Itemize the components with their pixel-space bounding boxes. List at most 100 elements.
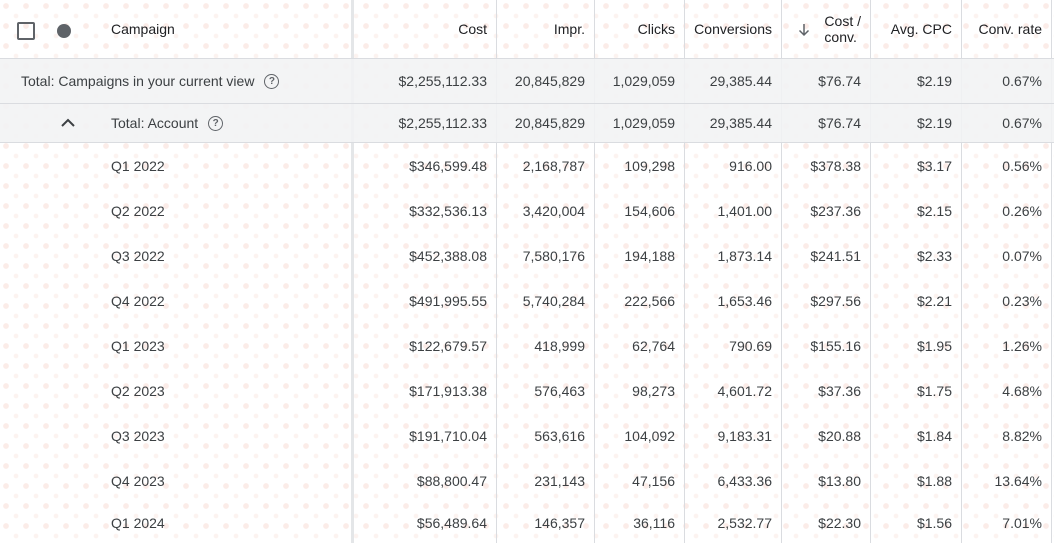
avg-cpc-cell: $2.21 xyxy=(916,292,952,309)
total-account-cost: $2,255,112.33 xyxy=(398,115,488,131)
cost-per-conv-line1: Cost / xyxy=(824,13,861,29)
campaign-name[interactable]: Q1 2024 xyxy=(111,515,165,531)
conv-rate-cell: 7.01% xyxy=(1002,515,1042,531)
clicks-cell: 109,298 xyxy=(624,157,675,174)
total-view-impr: 20,845,829 xyxy=(514,73,585,89)
total-row-account: Total: Account ? $2,255,112.33 20,845,82… xyxy=(0,104,1054,143)
clicks-cell: 62,764 xyxy=(632,337,675,354)
conversions-cell: 9,183.31 xyxy=(717,427,773,444)
avg-cpc-cell: $1.88 xyxy=(916,472,952,489)
avg-cpc-cell: $2.33 xyxy=(916,247,952,264)
table-row[interactable]: Q3 2022 $452,388.08 7,580,176 194,188 1,… xyxy=(0,233,1054,278)
table-row[interactable]: Q4 2022 $491,995.55 5,740,284 222,566 1,… xyxy=(0,278,1054,323)
conv-rate-cell: 4.68% xyxy=(1002,382,1042,399)
arrow-down-icon[interactable] xyxy=(797,23,811,37)
conv-rate-cell: 1.26% xyxy=(1002,337,1042,354)
campaign-name[interactable]: Q4 2023 xyxy=(111,472,165,489)
cost-per-conv-cell: $20.88 xyxy=(818,427,861,444)
avg-cpc-cell: $1.84 xyxy=(916,427,952,444)
cost-per-conv-cell: $378.38 xyxy=(810,157,861,174)
conversions-cell: 1,653.46 xyxy=(717,292,773,309)
total-view-cost-per-conv: $76.74 xyxy=(818,73,861,89)
impr-cell: 418,999 xyxy=(534,337,585,354)
cost-per-conv-line2: conv. xyxy=(824,29,857,45)
table-row[interactable]: Q2 2023 $171,913.38 576,463 98,273 4,601… xyxy=(0,368,1054,413)
clicks-cell: 194,188 xyxy=(624,247,675,264)
campaign-name[interactable]: Q3 2023 xyxy=(111,427,165,444)
table-row[interactable]: Q3 2023 $191,710.04 563,616 104,092 9,18… xyxy=(0,413,1054,458)
conversions-cell: 1,873.14 xyxy=(717,247,773,264)
conversions-cell: 916.00 xyxy=(729,157,772,174)
cost-per-conv-cell: $22.30 xyxy=(818,515,861,531)
clicks-cell: 47,156 xyxy=(632,472,675,489)
column-header-clicks[interactable]: Clicks xyxy=(637,21,675,37)
total-account-label-cell: Total: Account ? xyxy=(111,104,351,142)
conv-rate-cell: 8.82% xyxy=(1002,427,1042,444)
cost-per-conv-cell: $155.16 xyxy=(810,337,861,354)
help-circle-icon[interactable]: ? xyxy=(208,115,224,131)
column-divider xyxy=(961,0,962,543)
impr-cell: 563,616 xyxy=(534,427,585,444)
cost-cell: $452,388.08 xyxy=(409,247,487,264)
total-row-current-view: Total: Campaigns in your current view ? … xyxy=(0,59,1054,104)
total-view-cost: $2,255,112.33 xyxy=(398,73,488,89)
avg-cpc-cell: $1.95 xyxy=(916,337,952,354)
campaign-name[interactable]: Q3 2022 xyxy=(111,247,165,264)
table-row[interactable]: Q1 2024 $56,489.64 146,357 36,116 2,532.… xyxy=(0,503,1054,543)
help-circle-icon[interactable]: ? xyxy=(264,73,280,89)
total-account-impr: 20,845,829 xyxy=(514,115,585,131)
status-dot-icon[interactable] xyxy=(57,24,71,38)
chevron-up-icon[interactable] xyxy=(60,115,76,131)
impr-cell: 2,168,787 xyxy=(522,157,585,174)
cost-per-conv-cell: $241.51 xyxy=(810,247,861,264)
total-account-label: Total: Account xyxy=(111,115,199,131)
total-view-label: Total: Campaigns in your current view xyxy=(21,73,255,89)
cost-cell: $332,536.13 xyxy=(409,202,487,219)
column-header-impr[interactable]: Impr. xyxy=(553,21,585,37)
cost-per-conv-cell: $237.36 xyxy=(810,202,861,219)
table-row[interactable]: Q4 2023 $88,800.47 231,143 47,156 6,433.… xyxy=(0,458,1054,503)
conversions-cell: 790.69 xyxy=(729,337,772,354)
total-view-label-cell: Total: Campaigns in your current view ? xyxy=(21,59,351,103)
table-row[interactable]: Q1 2022 $346,599.48 2,168,787 109,298 91… xyxy=(0,143,1054,188)
conversions-cell: 2,532.77 xyxy=(717,515,773,531)
campaign-name[interactable]: Q1 2022 xyxy=(111,157,165,174)
campaign-name[interactable]: Q1 2023 xyxy=(111,337,165,354)
impr-cell: 576,463 xyxy=(534,382,585,399)
total-account-avg-cpc: $2.19 xyxy=(916,115,952,131)
table-row[interactable]: Q1 2023 $122,679.57 418,999 62,764 790.6… xyxy=(0,323,1054,368)
column-header-avg-cpc[interactable]: Avg. CPC xyxy=(890,21,952,37)
conv-rate-cell: 0.07% xyxy=(1002,247,1042,264)
total-account-clicks: 1,029,059 xyxy=(612,115,675,131)
column-header-campaign[interactable]: Campaign xyxy=(111,21,175,37)
conversions-cell: 4,601.72 xyxy=(717,382,773,399)
impr-cell: 7,580,176 xyxy=(522,247,585,264)
column-header-conversions[interactable]: Conversions xyxy=(694,21,772,37)
column-header-conv-rate[interactable]: Conv. rate xyxy=(978,21,1042,37)
column-header-cost[interactable]: Cost xyxy=(458,21,487,37)
avg-cpc-cell: $1.75 xyxy=(916,382,952,399)
column-divider xyxy=(781,0,782,543)
select-all-checkbox[interactable] xyxy=(17,22,35,40)
clicks-cell: 222,566 xyxy=(624,292,675,309)
cost-cell: $491,995.55 xyxy=(409,292,487,309)
avg-cpc-cell: $3.17 xyxy=(916,157,952,174)
column-header-cost-per-conv[interactable]: Cost / conv. xyxy=(782,0,870,58)
cost-cell: $171,913.38 xyxy=(409,382,487,399)
cost-per-conv-cell: $37.36 xyxy=(818,382,861,399)
cost-cell: $346,599.48 xyxy=(409,157,487,174)
impr-cell: 3,420,004 xyxy=(522,202,585,219)
cost-cell: $88,800.47 xyxy=(416,472,487,489)
table-row[interactable]: Q2 2022 $332,536.13 3,420,004 154,606 1,… xyxy=(0,188,1054,233)
frozen-column-divider[interactable] xyxy=(351,0,354,543)
total-view-conversions: 29,385.44 xyxy=(709,73,772,89)
campaign-name[interactable]: Q2 2023 xyxy=(111,382,165,399)
total-account-conversions: 29,385.44 xyxy=(709,115,772,131)
column-divider xyxy=(496,0,497,543)
column-divider xyxy=(870,0,871,543)
campaign-name[interactable]: Q2 2022 xyxy=(111,202,165,219)
impr-cell: 5,740,284 xyxy=(522,292,585,309)
clicks-cell: 36,116 xyxy=(633,515,675,531)
table-header: Campaign Cost Impr. Clicks Conversions C… xyxy=(0,0,1054,59)
campaign-name[interactable]: Q4 2022 xyxy=(111,292,165,309)
